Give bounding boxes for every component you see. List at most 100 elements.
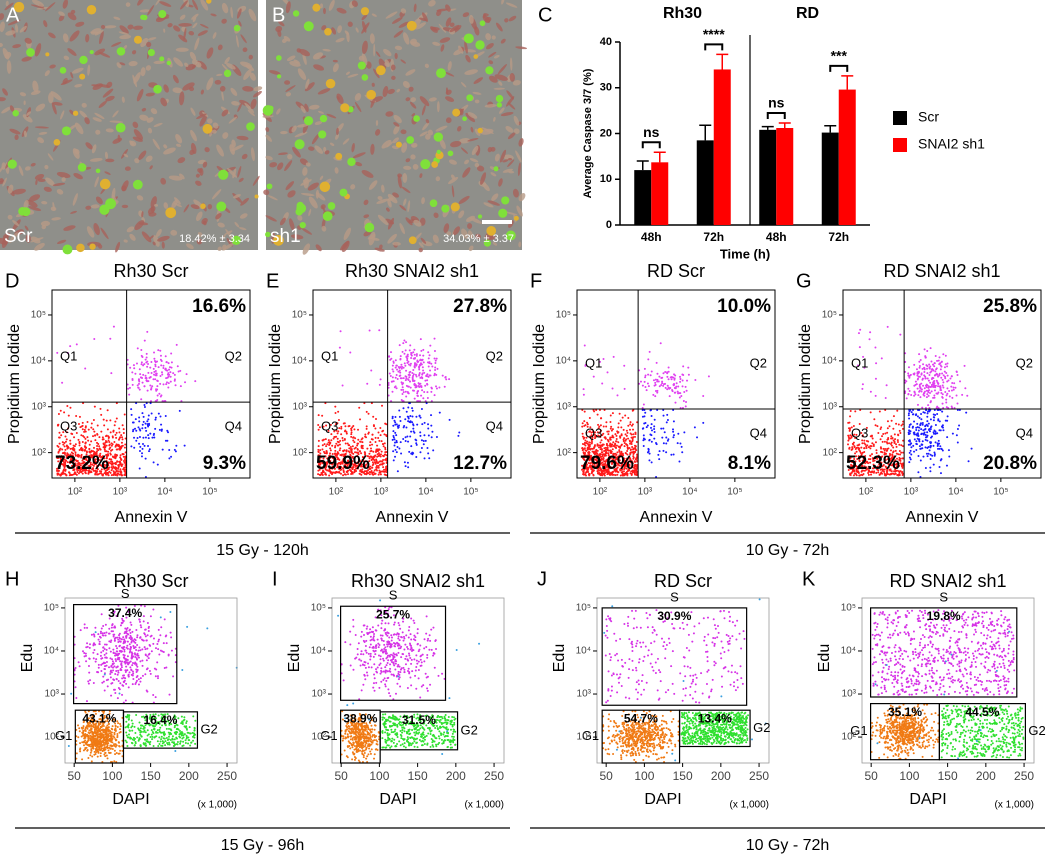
x-tick-label: 10⁴ [682, 487, 697, 498]
cell [127, 24, 134, 30]
cell [470, 126, 474, 133]
event [625, 429, 628, 432]
event [629, 448, 632, 451]
cell [23, 130, 27, 138]
event [426, 397, 429, 400]
cell [488, 51, 497, 58]
cell [342, 138, 350, 145]
cell [508, 15, 517, 22]
event [165, 383, 168, 386]
event [409, 344, 412, 347]
event [938, 429, 941, 432]
y-tick-label: 10³ [557, 401, 572, 412]
event [106, 409, 109, 412]
event [662, 383, 665, 386]
cell [385, 111, 394, 117]
cell [112, 110, 119, 118]
event [925, 364, 928, 367]
cell [233, 194, 241, 199]
cell [69, 109, 75, 115]
event [890, 419, 893, 422]
cell [484, 16, 492, 23]
event [413, 365, 416, 368]
cell [326, 113, 337, 119]
event [402, 377, 405, 380]
event [910, 394, 913, 397]
x-axis-label: Annexin V [640, 509, 713, 526]
event [950, 375, 953, 378]
cell [129, 140, 137, 147]
event [411, 407, 414, 410]
quadrant-percent: 52.3% [846, 453, 900, 474]
cell [91, 144, 97, 154]
cell [123, 45, 128, 50]
event [384, 448, 387, 451]
event [586, 446, 589, 449]
cell [377, 214, 389, 226]
cell [152, 241, 156, 246]
cell [474, 162, 480, 168]
cell [396, 88, 401, 93]
event [852, 474, 855, 477]
event [374, 472, 377, 475]
event [944, 377, 947, 380]
apoptotic-cell [262, 105, 274, 116]
apoptotic-cell [324, 27, 332, 36]
event [371, 464, 374, 467]
event [603, 474, 606, 477]
event [145, 377, 148, 380]
cell [131, 50, 137, 55]
cell [161, 241, 165, 249]
apoptotic-cell [325, 78, 336, 89]
event [394, 421, 397, 424]
cell [109, 120, 124, 123]
event [886, 449, 889, 452]
event [880, 447, 883, 450]
event [427, 357, 430, 360]
cell [81, 102, 87, 108]
event [111, 460, 114, 463]
event [175, 343, 178, 346]
event [870, 434, 873, 437]
event [59, 409, 62, 412]
event [384, 470, 387, 473]
event [662, 449, 665, 452]
event [616, 473, 619, 476]
event [347, 425, 350, 428]
cell [394, 45, 403, 51]
cell [4, 2, 14, 11]
event [70, 473, 73, 476]
event [901, 466, 904, 469]
cell [141, 107, 147, 112]
event [334, 405, 337, 408]
event [609, 421, 612, 424]
cell [22, 114, 33, 123]
event [103, 461, 106, 464]
event [630, 424, 633, 427]
event [926, 367, 929, 370]
y-tick-label: 10³ [293, 401, 308, 412]
event [649, 433, 652, 436]
event [395, 387, 398, 390]
event [119, 463, 122, 466]
event [652, 393, 655, 396]
event [610, 443, 613, 446]
event [920, 418, 923, 421]
cell [154, 203, 159, 207]
event [114, 420, 117, 423]
event [920, 432, 923, 435]
event [937, 419, 940, 422]
cell [468, 245, 474, 252]
event [653, 428, 656, 431]
cell [517, 162, 521, 176]
event [878, 473, 881, 476]
event [874, 394, 877, 397]
event [939, 387, 942, 390]
event [642, 439, 645, 442]
event [935, 392, 938, 395]
event [89, 463, 92, 466]
cell [376, 198, 389, 204]
cell [194, 37, 200, 51]
cell [464, 159, 470, 165]
event [160, 428, 163, 431]
